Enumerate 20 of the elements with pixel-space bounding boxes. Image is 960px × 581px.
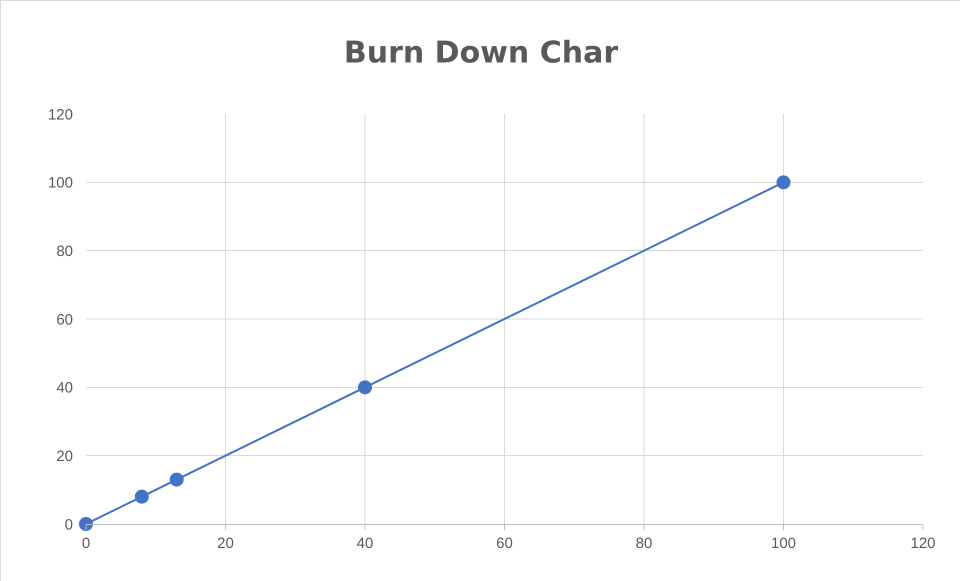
x-tick-label: 80 <box>636 535 652 552</box>
y-tick-label: 100 <box>48 174 73 192</box>
x-tick-label: 20 <box>217 535 234 552</box>
x-tick-label: 60 <box>496 535 513 552</box>
x-tick-label: 0 <box>82 535 90 552</box>
chart-title: Burn Down Char <box>344 36 618 71</box>
y-tick-label: 60 <box>56 311 73 328</box>
point <box>134 490 149 504</box>
x-tick-label: 120 <box>910 535 936 552</box>
y-tick-label: 40 <box>56 380 73 397</box>
point <box>170 472 184 487</box>
y-tick-label: 120 <box>48 106 73 124</box>
y-tick-label: 20 <box>56 448 73 465</box>
point <box>79 517 93 531</box>
point <box>358 380 372 394</box>
x-tick-label: 100 <box>770 535 796 552</box>
point <box>776 175 790 190</box>
y-tick-label: 0 <box>64 516 73 534</box>
y-tick-label: 80 <box>56 242 73 260</box>
x-tick-label: 40 <box>356 535 374 552</box>
